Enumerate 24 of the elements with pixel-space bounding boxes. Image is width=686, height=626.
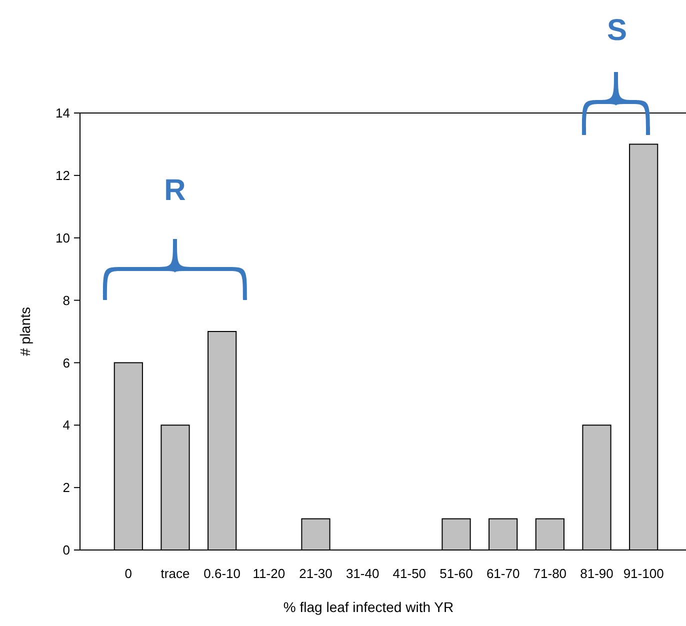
y-tick-label: 4 <box>62 418 70 433</box>
x-tick-label: 81-90 <box>580 566 614 581</box>
x-tick-label: 11-20 <box>252 566 286 581</box>
y-tick-label: 0 <box>62 542 70 558</box>
x-tick-label: 71-80 <box>533 566 567 581</box>
x-tick-label: trace <box>160 566 190 581</box>
x-tick-label: 61-70 <box>486 566 520 581</box>
x-tick-label: 41-50 <box>392 566 426 581</box>
x-tick-label: 0.6-10 <box>204 566 241 581</box>
y-tick-label: 14 <box>56 106 70 121</box>
text: S <box>606 14 628 47</box>
y-tick-label: 2 <box>62 480 70 496</box>
annotation: R <box>164 174 186 207</box>
x-tick-label: 91-100 <box>623 566 664 581</box>
y-tick-label: 8 <box>62 292 70 308</box>
y-axis-title: # plants <box>17 306 33 356</box>
x-axis-title: % flag leaf infected with YR <box>283 599 454 615</box>
y-tick-label: 6 <box>62 355 70 370</box>
x-tick-label: 0 <box>124 566 132 581</box>
y-tick-label: 10 <box>56 230 70 246</box>
x-tick-label: 31-40 <box>346 566 380 581</box>
x-tick-label: 51-60 <box>440 566 473 581</box>
x-tick-label: 21-30 <box>299 566 332 581</box>
y-tick-label: 12 <box>56 168 70 183</box>
